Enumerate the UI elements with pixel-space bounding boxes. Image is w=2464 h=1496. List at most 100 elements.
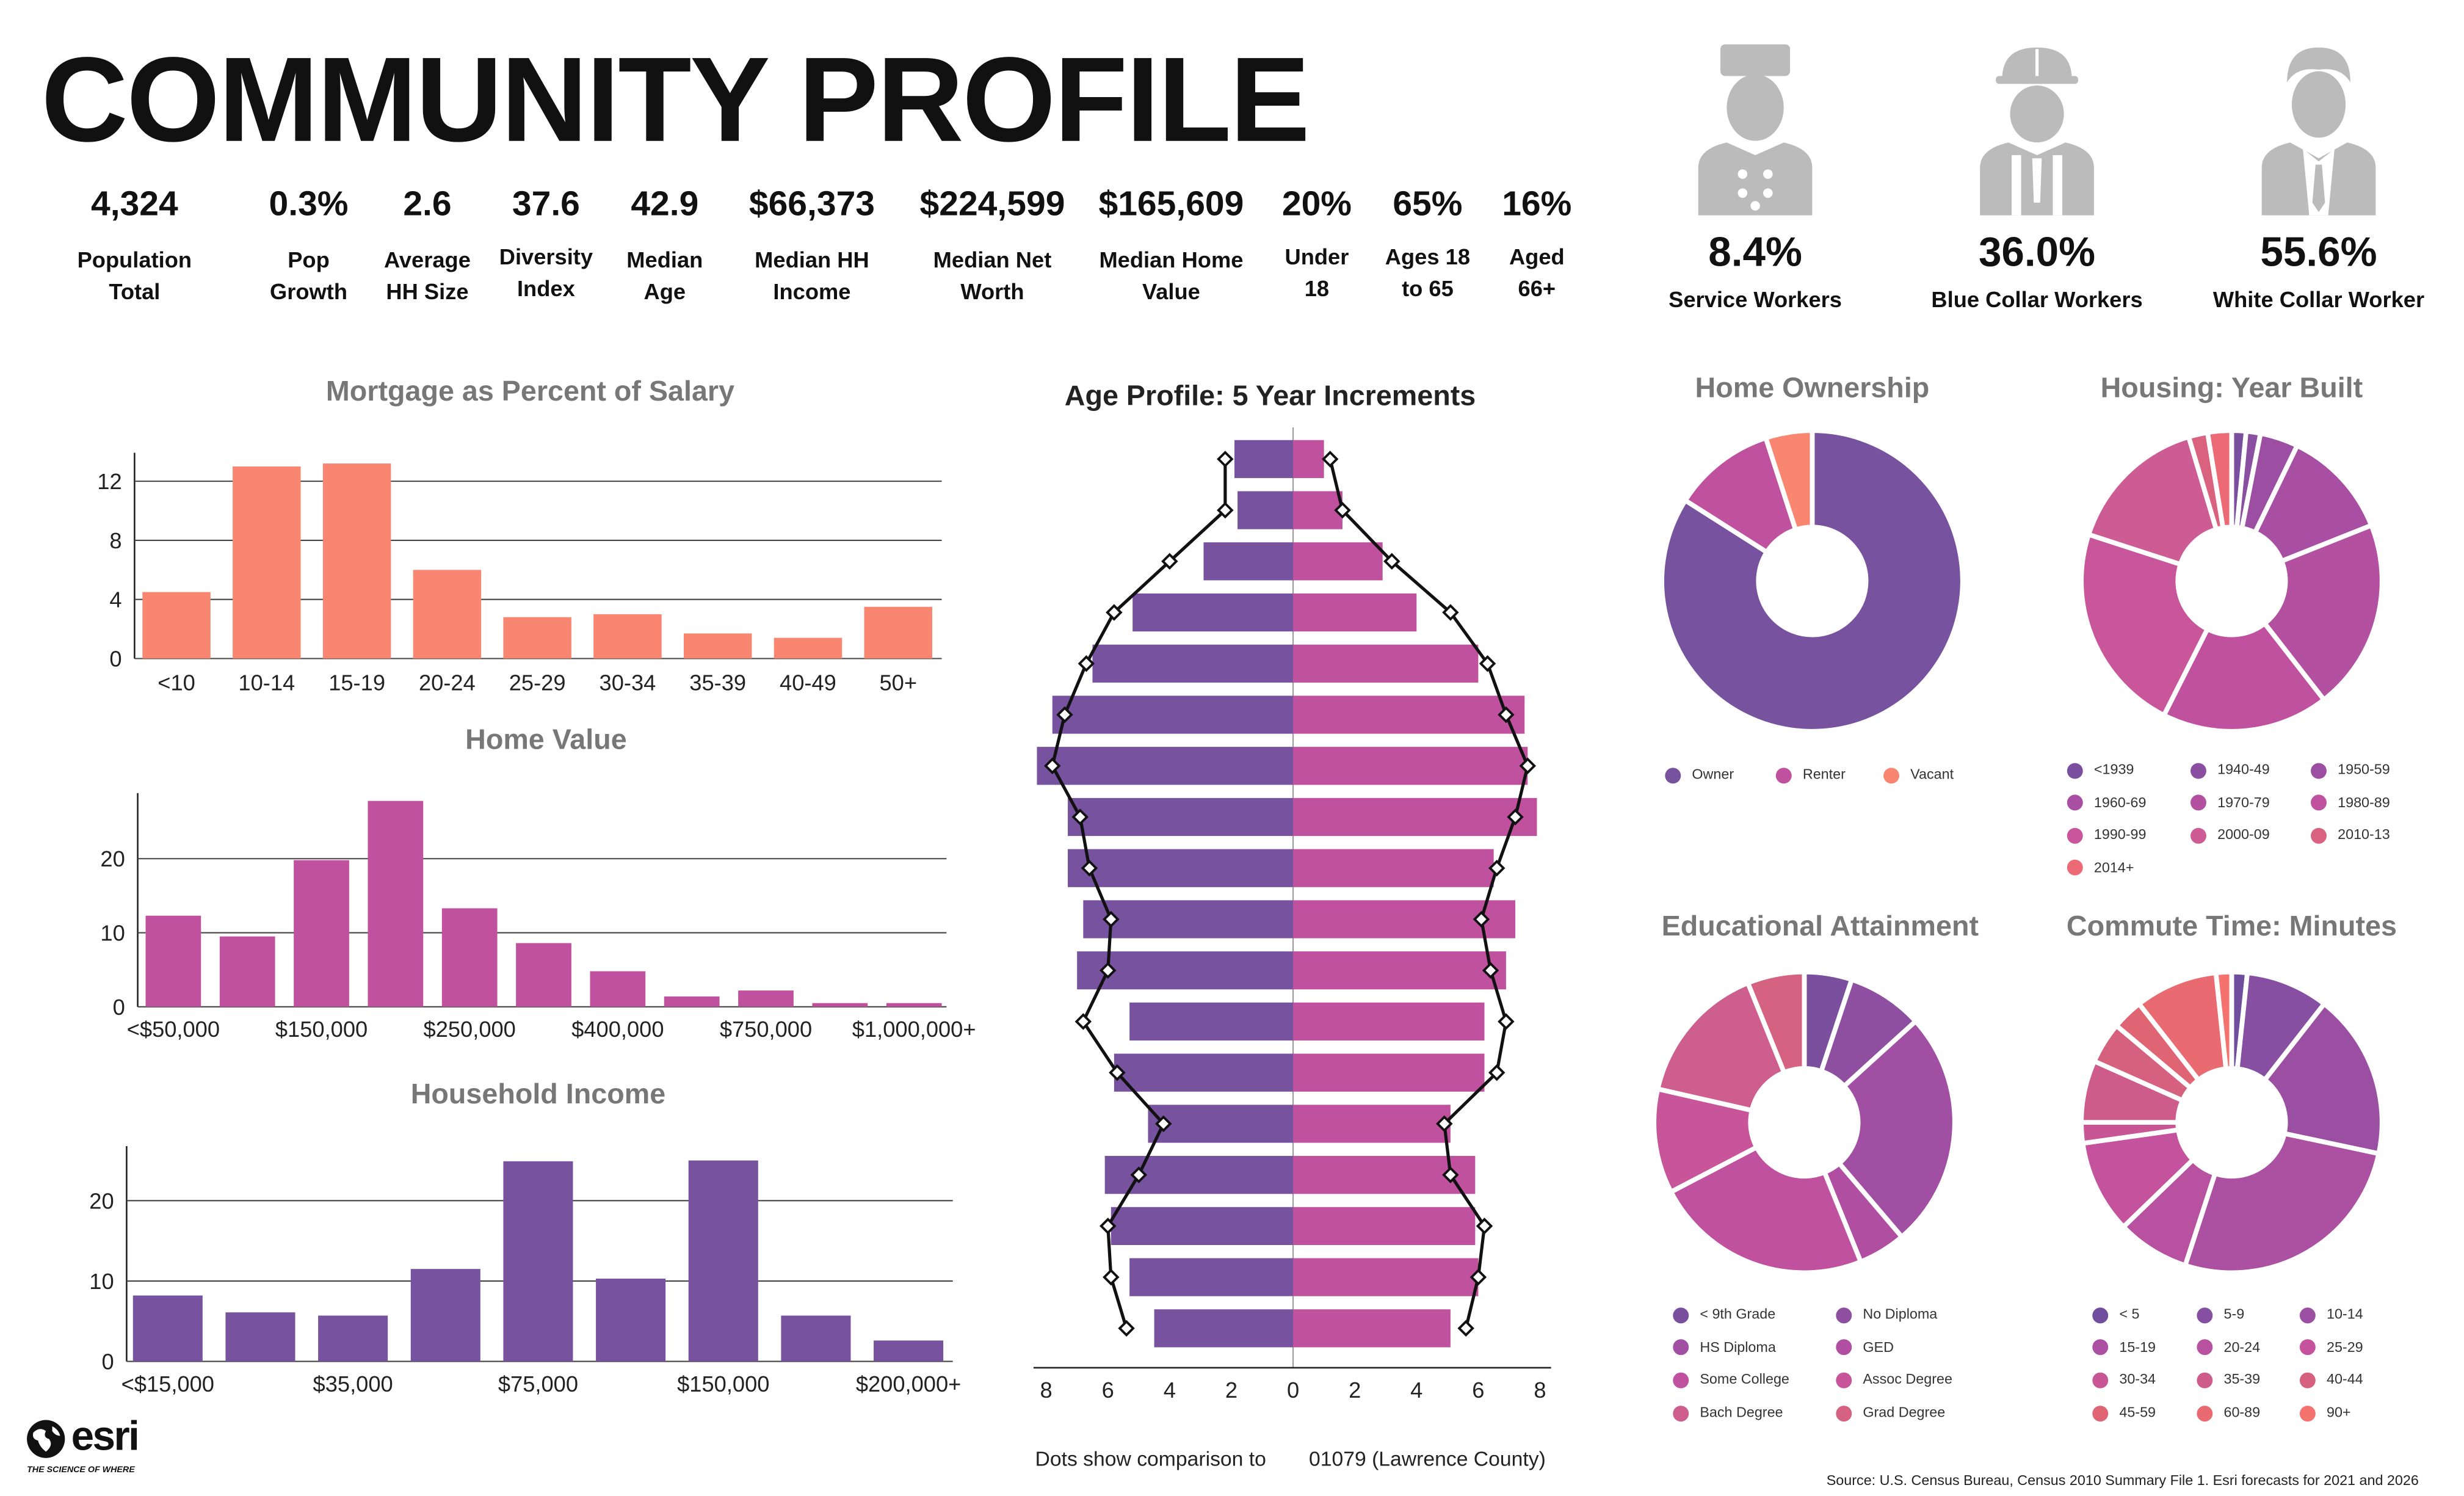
female-bar xyxy=(1293,1053,1485,1092)
legend-label: 15-19 xyxy=(2119,1338,2156,1355)
legend-label: 60-89 xyxy=(2223,1404,2261,1420)
legend-item: 2000-09 xyxy=(2190,826,2270,843)
bar xyxy=(874,1340,944,1362)
bar xyxy=(318,1315,388,1362)
legend-label: No Diploma xyxy=(1863,1305,1938,1322)
female-bar xyxy=(1293,440,1324,478)
age-pyramid-chart: 8 6 4 2 0 2 4 6 8 xyxy=(1033,427,1551,1403)
stat-value: 65% xyxy=(1393,183,1463,223)
legend-swatch xyxy=(1836,1405,1852,1422)
stat-label: Diversity Index xyxy=(499,244,593,301)
legend-swatch xyxy=(2067,860,2083,876)
legend-label: 1950-59 xyxy=(2338,761,2390,777)
compare-dot xyxy=(1476,1218,1493,1235)
donut-slice xyxy=(2161,620,2327,734)
female-bar xyxy=(1293,542,1383,581)
worker-value: 8.4% xyxy=(1708,228,1802,276)
legend-swatch xyxy=(2190,794,2206,811)
legend-label: 45-59 xyxy=(2119,1404,2156,1420)
x-tick-label: <$15,000 xyxy=(121,1371,214,1396)
bar xyxy=(132,1295,203,1362)
x-tick-label: 15-19 xyxy=(328,670,385,695)
legend-label: Owner xyxy=(1692,766,1734,782)
legend-swatch xyxy=(2197,1340,2213,1356)
male-bar xyxy=(1129,1002,1294,1041)
female-bar xyxy=(1293,797,1537,837)
legend-item: No Diploma xyxy=(1836,1306,1937,1323)
donut-slice xyxy=(2182,1130,2382,1276)
x-tick-label: 0 xyxy=(1287,1378,1299,1403)
compare-dot xyxy=(1071,808,1089,826)
y-tick-label: 10 xyxy=(100,921,125,946)
x-tick-label: 4 xyxy=(1164,1378,1176,1403)
bar xyxy=(596,1278,666,1362)
compare-dot xyxy=(1507,808,1524,826)
worker-value: 55.6% xyxy=(2260,228,2377,276)
legend-item: 5-9 xyxy=(2197,1306,2244,1323)
stat-population: 4,324 Population Total xyxy=(63,184,206,307)
male-bar xyxy=(1111,1207,1294,1246)
x-tick-label: 50+ xyxy=(879,670,917,695)
stat-18-to-65: 65% Ages 18 to 65 xyxy=(1377,184,1478,304)
worker-label: White Collar Worker xyxy=(2212,286,2425,312)
female-bar xyxy=(1293,1207,1476,1246)
bar xyxy=(516,943,571,1007)
service-worker-icon xyxy=(1698,44,1813,216)
legend-label: 20-24 xyxy=(2223,1338,2261,1355)
logo-name: esri xyxy=(71,1412,140,1460)
stat-label: Pop Growth xyxy=(270,247,348,304)
legend-label: 1970-79 xyxy=(2217,794,2270,810)
x-tick-label: $200,000+ xyxy=(856,1371,962,1396)
legend-item: <1939 xyxy=(2067,761,2134,779)
x-tick-label: 30-34 xyxy=(600,670,656,695)
stat-label: Average HH Size xyxy=(384,247,471,304)
compare-dot xyxy=(1118,1320,1135,1337)
legend-item: 30-34 xyxy=(2092,1371,2156,1389)
chart-title-yearbuilt: Housing: Year Built xyxy=(2100,372,2363,404)
legend-label: Grad Degree xyxy=(1863,1404,1946,1420)
stat-value: $224,599 xyxy=(919,183,1065,223)
legend-label: 90+ xyxy=(2326,1404,2351,1420)
legend-item: 45-59 xyxy=(2092,1404,2156,1422)
compare-dot xyxy=(1442,604,1459,621)
stat-value: 0.3% xyxy=(269,183,349,223)
compare-dot xyxy=(1074,1013,1092,1030)
stat-label: Population Total xyxy=(77,247,192,304)
compare-dot xyxy=(1457,1320,1474,1337)
bar xyxy=(590,971,646,1007)
legend-item: 15-19 xyxy=(2092,1338,2156,1356)
worker-label: Blue Collar Workers xyxy=(1931,286,2143,312)
stat-label: Median Net Worth xyxy=(933,247,1052,304)
x-tick-label: 20-24 xyxy=(419,670,476,695)
female-bar xyxy=(1293,1105,1451,1143)
female-bar xyxy=(1293,1309,1451,1348)
x-tick-label: $250,000 xyxy=(424,1017,516,1042)
legend-item: 90+ xyxy=(2299,1404,2351,1422)
stat-median-age: 42.9 Median Age xyxy=(609,184,720,307)
stat-66-plus: 16% Aged 66+ xyxy=(1491,184,1582,304)
donut-slice xyxy=(2213,969,2234,1072)
donut-slice xyxy=(1651,1086,1760,1196)
y-tick-label: 10 xyxy=(89,1269,114,1294)
compare-dot xyxy=(1383,553,1400,570)
stat-diversity: 37.6 Diversity Index xyxy=(491,184,601,304)
compare-dot xyxy=(1498,706,1515,724)
stat-value: 2.6 xyxy=(403,183,452,223)
legend-swatch xyxy=(2092,1340,2109,1356)
legend-swatch xyxy=(1673,1340,1689,1356)
bar xyxy=(688,1160,758,1362)
stat-home-value: $165,609 Median Home Value xyxy=(1085,184,1256,307)
stat-value: 42.9 xyxy=(631,183,699,223)
worker-value: 36.0% xyxy=(1978,228,2096,276)
compare-dot xyxy=(1130,1166,1148,1183)
compare-dot xyxy=(1106,604,1123,621)
source-note: Source: U.S. Census Bureau, Census 2010 … xyxy=(1826,1472,2419,1488)
stat-label: Median Age xyxy=(626,247,703,304)
donut-slice xyxy=(2252,442,2375,564)
female-bar xyxy=(1293,747,1528,785)
x-tick-label: <10 xyxy=(158,670,195,695)
male-bar xyxy=(1037,747,1294,785)
x-tick-label: 2 xyxy=(1349,1378,1361,1403)
mortgage-bar-chart: 0 4 8 12 <10 10-14 15-19 20-24 25-29 30-34 35-39 40… xyxy=(97,452,942,695)
compare-dot xyxy=(1044,757,1061,775)
